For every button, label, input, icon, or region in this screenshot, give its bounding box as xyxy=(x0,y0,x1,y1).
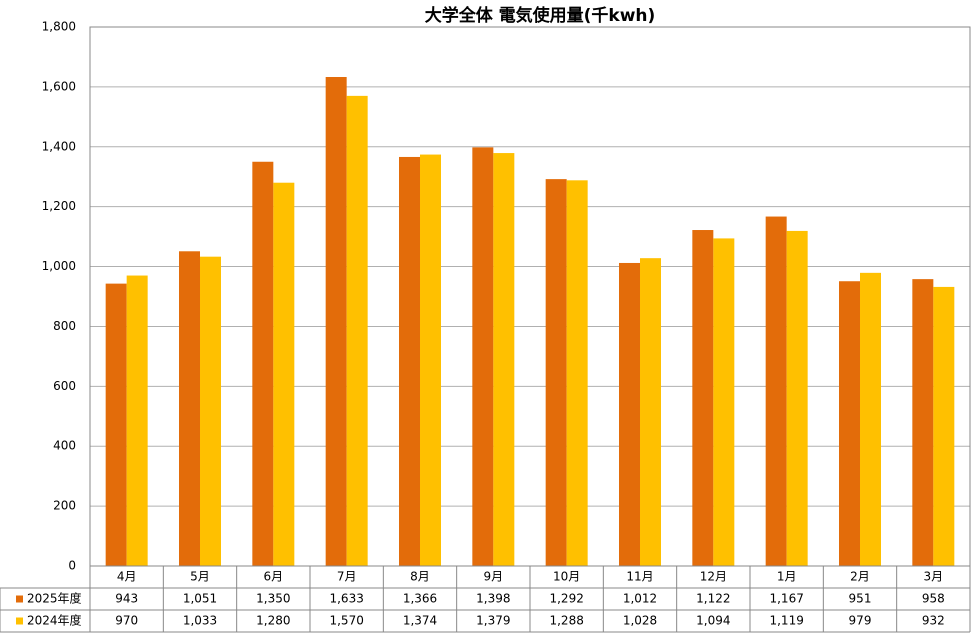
table-value: 943 xyxy=(115,592,138,606)
bar xyxy=(933,286,955,566)
table-value: 1,374 xyxy=(403,614,437,628)
y-tick-label: 800 xyxy=(53,319,76,333)
legend-swatch xyxy=(16,595,23,603)
table-value: 970 xyxy=(115,614,138,628)
table-value: 932 xyxy=(922,614,945,628)
table-value: 1,051 xyxy=(183,592,217,606)
legend-label: 2024年度 xyxy=(27,613,82,628)
bar xyxy=(346,95,368,566)
y-tick-label: 400 xyxy=(53,439,76,453)
bar xyxy=(126,275,148,566)
bar xyxy=(200,256,221,566)
table-value: 1,280 xyxy=(256,614,290,628)
table-value: 979 xyxy=(849,614,872,628)
x-tick-label: 12月 xyxy=(700,570,727,584)
bar xyxy=(713,238,735,566)
bar xyxy=(420,154,441,566)
table-value: 1,167 xyxy=(769,592,803,606)
table-value: 958 xyxy=(922,592,945,606)
bar xyxy=(912,279,934,566)
bar xyxy=(640,258,661,566)
table-value: 1,122 xyxy=(696,592,730,606)
y-tick-label: 200 xyxy=(53,499,76,513)
bar xyxy=(545,179,567,566)
bar xyxy=(786,230,808,566)
table-value: 1,028 xyxy=(623,614,657,628)
bar xyxy=(179,251,200,567)
bar xyxy=(399,156,420,566)
table-value: 1,288 xyxy=(549,614,583,628)
bar xyxy=(273,182,295,566)
bar xyxy=(619,262,640,566)
table-value: 1,033 xyxy=(183,614,217,628)
x-tick-label: 2月 xyxy=(850,570,870,584)
bar xyxy=(566,180,588,566)
x-tick-label: 4月 xyxy=(117,570,137,584)
x-tick-label: 6月 xyxy=(264,570,284,584)
x-tick-label: 10月 xyxy=(553,570,580,584)
bar xyxy=(692,230,714,567)
bar xyxy=(252,161,274,566)
table-value: 1,119 xyxy=(769,614,803,628)
table-value: 1,633 xyxy=(329,592,363,606)
x-tick-label: 7月 xyxy=(337,570,357,584)
legend-label: 2025年度 xyxy=(27,591,82,606)
bar xyxy=(765,216,787,566)
y-tick-label: 0 xyxy=(68,559,76,573)
bar xyxy=(860,272,881,566)
table-value: 1,366 xyxy=(403,592,437,606)
table-value: 1,094 xyxy=(696,614,730,628)
chart-title: 大学全体 電気使用量(千kwh) xyxy=(425,5,656,26)
bar xyxy=(325,77,347,566)
x-tick-label: 5月 xyxy=(190,570,210,584)
y-tick-label: 1,600 xyxy=(42,79,76,93)
x-tick-label: 9月 xyxy=(484,570,504,584)
legend-swatch xyxy=(16,617,23,625)
y-tick-label: 1,200 xyxy=(42,199,76,213)
y-tick-label: 600 xyxy=(53,379,76,393)
x-tick-label: 3月 xyxy=(924,570,944,584)
table-value: 1,012 xyxy=(623,592,657,606)
table-value: 1,350 xyxy=(256,592,290,606)
x-tick-label: 1月 xyxy=(777,570,797,584)
y-tick-label: 1,000 xyxy=(42,259,76,273)
y-tick-label: 1,800 xyxy=(42,20,76,34)
bar xyxy=(493,153,515,567)
table-value: 951 xyxy=(849,592,872,606)
y-tick-label: 1,400 xyxy=(42,139,76,153)
table-value: 1,570 xyxy=(329,614,363,628)
table-value: 1,398 xyxy=(476,592,510,606)
x-tick-label: 8月 xyxy=(410,570,430,584)
bar xyxy=(105,283,127,566)
table-value: 1,379 xyxy=(476,614,510,628)
bar xyxy=(472,147,494,567)
table-value: 1,292 xyxy=(549,592,583,606)
bar xyxy=(839,281,860,566)
x-tick-label: 11月 xyxy=(626,570,653,584)
